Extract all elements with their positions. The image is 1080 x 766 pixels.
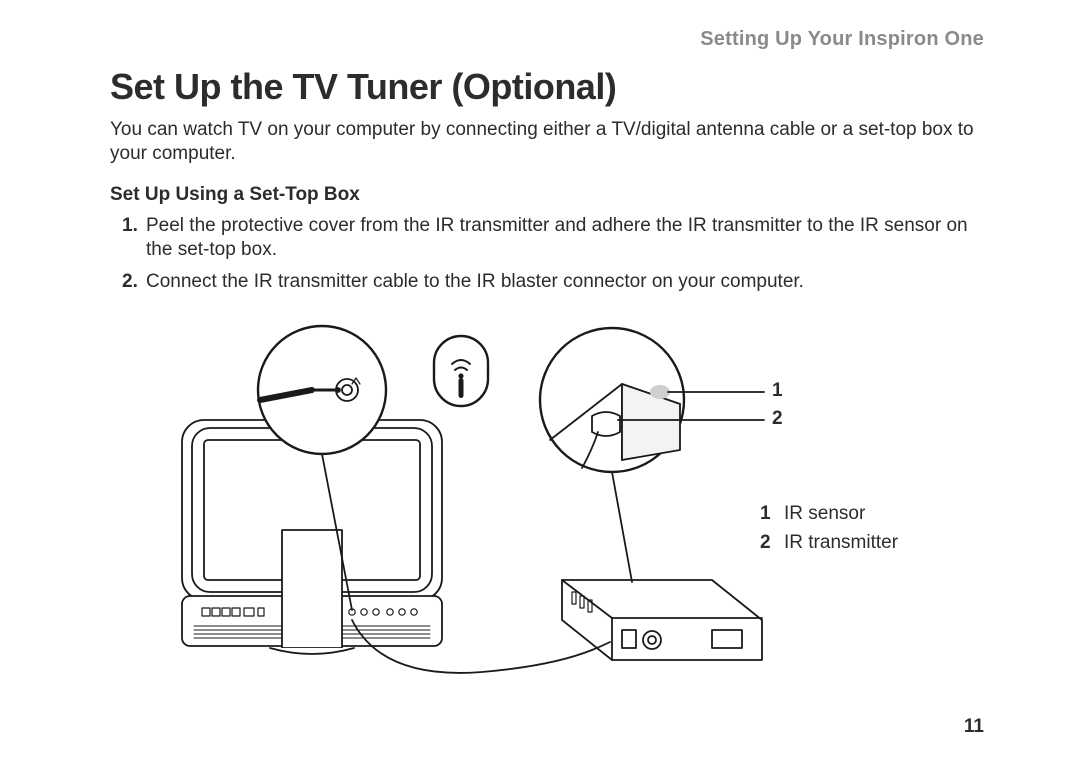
legend-number: 2	[760, 529, 784, 558]
step-text: Connect the IR transmitter cable to the …	[146, 270, 984, 294]
steps-list: 1. Peel the protective cover from the IR…	[110, 214, 984, 301]
callout-label-1: 1	[772, 380, 783, 402]
subheading: Set Up Using a Set-Top Box	[110, 184, 360, 206]
diagram-legend: 1 IR sensor 2 IR transmitter	[760, 500, 898, 557]
step-text: Peel the protective cover from the IR tr…	[146, 214, 984, 262]
step-item: 1. Peel the protective cover from the IR…	[110, 214, 984, 262]
running-header: Setting Up Your Inspiron One	[700, 28, 984, 51]
step-item: 2. Connect the IR transmitter cable to t…	[110, 270, 984, 294]
legend-row: 1 IR sensor	[760, 500, 898, 529]
setup-diagram: 1 2	[152, 320, 812, 670]
page-number: 11	[964, 716, 984, 738]
intro-paragraph: You can watch TV on your computer by con…	[110, 118, 984, 166]
callout-label-2: 2	[772, 408, 783, 430]
legend-label: IR sensor	[784, 500, 865, 529]
step-number: 2.	[110, 270, 146, 294]
legend-label: IR transmitter	[784, 529, 898, 558]
page-title: Set Up the TV Tuner (Optional)	[110, 66, 616, 108]
legend-number: 1	[760, 500, 784, 529]
legend-row: 2 IR transmitter	[760, 529, 898, 558]
step-number: 1.	[110, 214, 146, 262]
